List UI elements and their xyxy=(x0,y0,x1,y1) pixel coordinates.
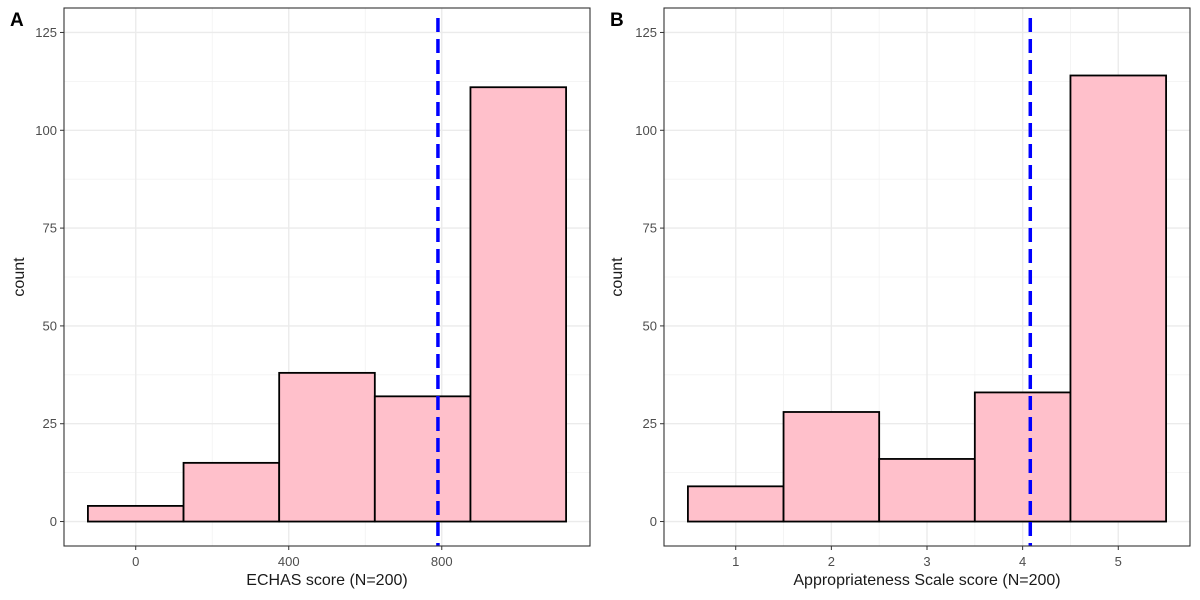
x-tick-label: 400 xyxy=(278,554,300,569)
x-tick-label: 0 xyxy=(132,554,139,569)
y-tick-label: 100 xyxy=(635,123,657,138)
x-tick-label: 4 xyxy=(1019,554,1026,569)
y-axis-title: count xyxy=(11,257,28,297)
x-tick-label: 1 xyxy=(732,554,739,569)
histogram-bar xyxy=(782,411,881,523)
histogram-bar xyxy=(278,371,376,523)
x-tick-label: 3 xyxy=(923,554,930,569)
histogram-bar xyxy=(687,485,785,523)
histogram-bar xyxy=(87,504,185,523)
panel-border xyxy=(63,7,591,547)
histogram-bar xyxy=(182,461,281,523)
y-axis-title: count xyxy=(609,257,626,297)
panel-a: 0 25 50 75 100 125 0 400 800 ECHAS score (N=200) c… xyxy=(10,7,591,589)
y-tick-label: 100 xyxy=(35,123,57,138)
histogram-bar xyxy=(373,395,472,523)
y-tick-label: 50 xyxy=(643,318,657,333)
y-tick-label: 25 xyxy=(643,416,657,431)
y-tick-label: 75 xyxy=(43,221,57,236)
histogram-bar xyxy=(1069,74,1167,523)
y-tick-label: 0 xyxy=(50,514,57,529)
panel-label: B xyxy=(610,10,624,31)
x-axis-title: ECHAS score (N=200) xyxy=(246,572,407,589)
x-tick-label: 800 xyxy=(431,554,453,569)
y-tick-label: 75 xyxy=(643,221,657,236)
y-tick-label: 125 xyxy=(35,25,57,40)
y-tick-label: 0 xyxy=(650,514,657,529)
panel-b: 0 25 50 75 100 125 1 2 3 4 5 Appropriateness Scale … xyxy=(609,7,1191,589)
x-tick-label: 5 xyxy=(1115,554,1122,569)
x-axis-title: Appropriateness Scale score (N=200) xyxy=(793,572,1060,589)
y-tick-label: 125 xyxy=(635,25,657,40)
histogram-bar xyxy=(469,86,567,523)
x-tick-label: 2 xyxy=(828,554,835,569)
y-tick-label: 25 xyxy=(43,416,57,431)
histogram-bar xyxy=(973,391,1072,523)
panel-label: A xyxy=(10,10,24,31)
y-tick-label: 50 xyxy=(43,318,57,333)
histogram-bar xyxy=(878,458,976,523)
